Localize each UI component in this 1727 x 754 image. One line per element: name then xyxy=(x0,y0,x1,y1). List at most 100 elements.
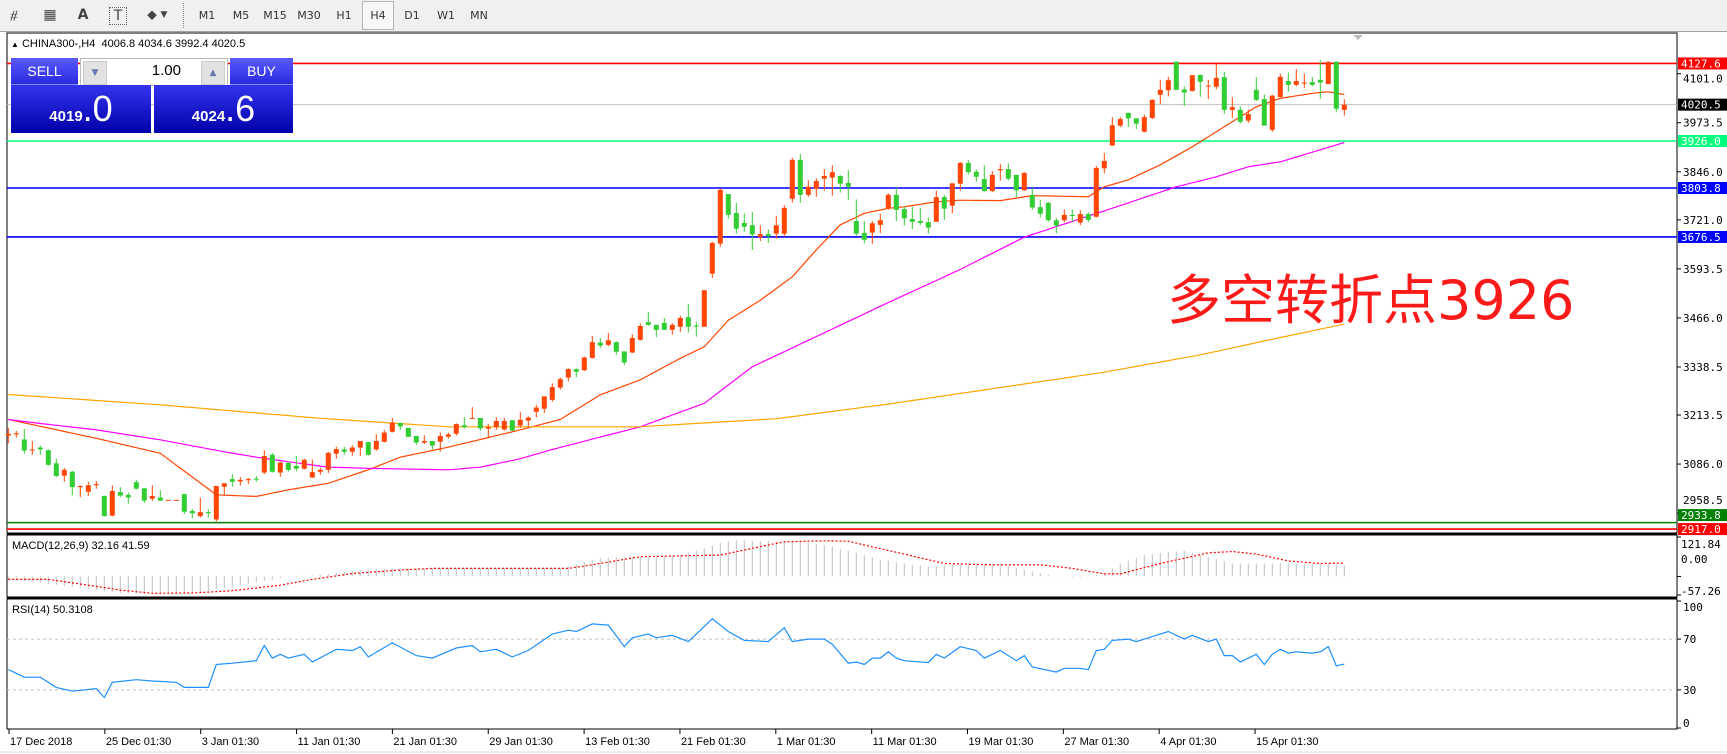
candle-body xyxy=(517,419,523,426)
candle xyxy=(197,497,203,518)
candle-body xyxy=(877,220,883,225)
candle-body xyxy=(373,441,379,450)
lots-increase-button[interactable]: ▲ xyxy=(201,61,225,85)
timeframe-m15[interactable]: M15 xyxy=(263,9,287,22)
candle xyxy=(853,199,859,236)
chart-symbol: CHINA300-,H4 xyxy=(21,38,96,50)
candle-body xyxy=(805,186,811,195)
period-separators-icon[interactable]: ⧣ xyxy=(10,7,18,23)
sell-button[interactable]: SELL xyxy=(11,58,78,85)
candle-body xyxy=(997,169,1003,171)
buy-button[interactable]: BUY xyxy=(230,58,293,85)
candle-body xyxy=(269,454,275,472)
lots-decrease-button[interactable]: ▼ xyxy=(83,61,107,85)
timeframe-h4[interactable]: H4 xyxy=(362,1,394,30)
candle-body xyxy=(965,162,971,173)
candle xyxy=(1173,61,1179,90)
candle-body xyxy=(533,407,539,412)
candle xyxy=(1085,212,1091,223)
candle xyxy=(805,180,811,197)
candle xyxy=(773,216,779,239)
candle xyxy=(461,417,467,429)
candle-body xyxy=(461,425,467,428)
candle xyxy=(629,334,635,353)
candle-body xyxy=(749,225,755,235)
candle-body xyxy=(821,176,827,179)
candle-body xyxy=(757,234,763,238)
candle-body xyxy=(701,290,707,327)
candle-body xyxy=(1045,202,1051,221)
candle-body xyxy=(221,483,227,487)
candle xyxy=(149,485,155,501)
candle-body xyxy=(677,317,683,327)
chart-annotation-text[interactable]: 多空转折点3926 xyxy=(1167,269,1575,332)
candle-body xyxy=(213,486,219,520)
text-object-icon[interactable]: T xyxy=(109,7,127,25)
candle xyxy=(669,323,675,335)
candle xyxy=(901,206,907,226)
lots-value[interactable]: 1.00 xyxy=(151,62,181,79)
time-tick-label: 11 Jan 01:30 xyxy=(298,736,361,748)
timeframe-w1[interactable]: W1 xyxy=(437,9,455,22)
candle-body xyxy=(1197,74,1203,82)
candle-body xyxy=(21,439,27,451)
candle xyxy=(893,187,899,221)
lots-stepper[interactable]: ▼ 1.00 ▲ xyxy=(80,58,228,86)
price-tick-label: 3338.5 xyxy=(1683,361,1723,374)
buy-price-button[interactable]: 4024.6 xyxy=(154,85,293,133)
candle xyxy=(405,427,411,438)
timeframe-mn[interactable]: MN xyxy=(470,9,488,22)
moving-average-fast xyxy=(8,91,1345,498)
candle-body xyxy=(37,447,43,450)
candle xyxy=(1053,217,1059,234)
sell-price-button[interactable]: 4019.0 xyxy=(11,85,151,133)
candle xyxy=(1045,201,1051,222)
candle xyxy=(733,202,739,234)
candle-body xyxy=(557,379,563,388)
price-tick-label: 3466.0 xyxy=(1683,312,1723,325)
price-tick-label: 3086.0 xyxy=(1683,458,1723,471)
candle xyxy=(1269,94,1275,132)
candle-body xyxy=(589,342,595,358)
candle-body xyxy=(469,417,475,419)
candle-body xyxy=(293,466,299,469)
candle-body xyxy=(229,479,235,482)
candle xyxy=(917,207,923,225)
candle-body xyxy=(1165,80,1171,91)
candle-body xyxy=(1149,99,1155,118)
candle-body xyxy=(5,433,11,436)
grid-icon[interactable]: ▦ xyxy=(43,7,57,23)
chart-header: ▲ CHINA300-,H4 4006.8 4034.6 3992.4 4020… xyxy=(11,38,245,50)
candle-body xyxy=(613,342,619,352)
collapse-triangle-icon[interactable]: ▲ xyxy=(11,40,19,49)
candle-body xyxy=(629,337,635,353)
price-tick-label: 3593.5 xyxy=(1683,263,1723,276)
candle xyxy=(1061,209,1067,223)
text-label-icon[interactable]: A xyxy=(77,7,89,23)
timeframe-m5[interactable]: M5 xyxy=(232,9,250,22)
time-tick-label: 21 Jan 01:30 xyxy=(393,736,457,748)
timeframe-d1[interactable]: D1 xyxy=(404,9,420,22)
candle-body xyxy=(1333,61,1339,109)
time-tick-label: 4 Apr 01:30 xyxy=(1160,736,1216,748)
rsi-axis-label: 100 xyxy=(1683,601,1703,614)
candle-body xyxy=(957,162,963,184)
candle xyxy=(213,486,219,522)
candle xyxy=(61,467,67,482)
timeframe-h1[interactable]: H1 xyxy=(336,9,352,22)
candle xyxy=(533,404,539,418)
timeframe-m30[interactable]: M30 xyxy=(297,9,321,22)
chevron-down-icon[interactable]: ▼ xyxy=(160,10,168,20)
candle xyxy=(661,317,667,330)
time-tick-label: 11 Mar 01:30 xyxy=(873,736,937,748)
timeframe-m1[interactable]: M1 xyxy=(198,9,216,22)
arrows-icon[interactable]: ⬥ xyxy=(147,7,157,23)
time-tick-label: 19 Mar 01:30 xyxy=(969,736,1034,748)
candle-body xyxy=(933,197,939,222)
rsi-axis-label: 30 xyxy=(1683,684,1696,697)
candle xyxy=(645,312,651,326)
candle xyxy=(245,477,251,485)
candle-body xyxy=(1317,79,1323,83)
macd-label: MACD(12,26,9) 32.16 41.59 xyxy=(12,540,150,552)
